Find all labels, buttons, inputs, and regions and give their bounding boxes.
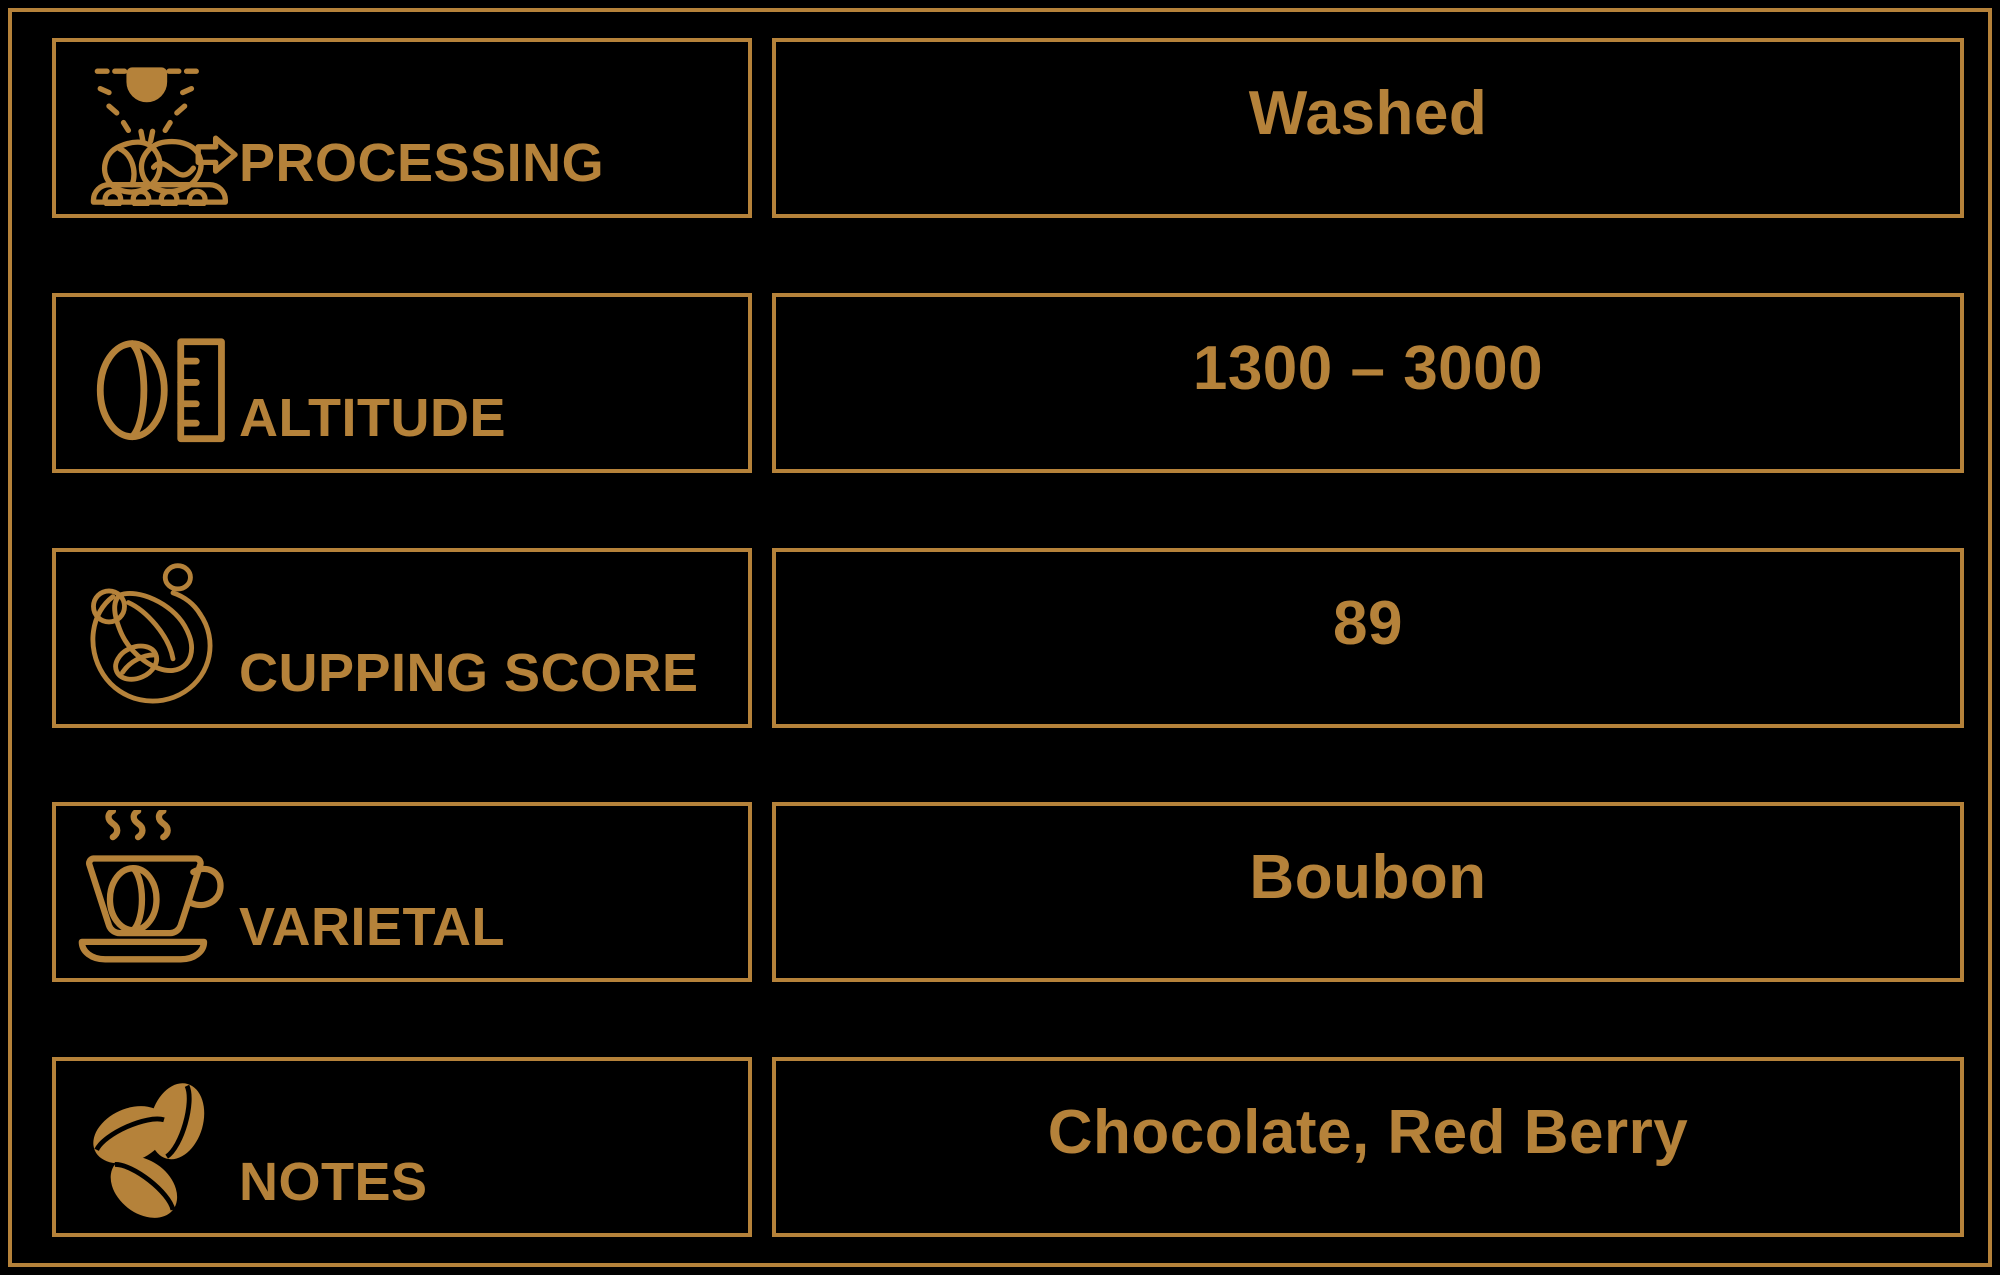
spec-value-varietal: Boubon — [1249, 843, 1487, 913]
spec-value-cupping-score: 89 — [1333, 588, 1403, 658]
three-coffee-beans-icon — [74, 1065, 239, 1225]
spec-label-processing: PROCESSING — [239, 133, 605, 193]
spec-label-notes: NOTES — [239, 1152, 428, 1212]
bean-ruler-icon — [74, 301, 239, 461]
spec-value-notes: Chocolate, Red Berry — [1047, 1098, 1689, 1167]
sun-beans-conveyor-icon — [74, 46, 239, 206]
label-cell-varietal: VARIETAL — [52, 802, 752, 983]
label-cell-altitude: ALTITUDE — [52, 292, 752, 473]
spec-label-cupping-score: CUPPING SCORE — [239, 642, 699, 703]
spec-row-varietal: VARIETAL Boubon — [52, 802, 1964, 983]
label-cell-notes: NOTES — [52, 1057, 752, 1237]
value-cell-processing: Washed — [772, 38, 1964, 218]
spec-row-altitude: ALTITUDE 1300 – 3000 — [52, 292, 1964, 473]
coffee-spec-card: PROCESSING Washed ALTITUDE 1300 – 3000 — [8, 8, 1992, 1267]
coffee-splash-beans-icon — [74, 556, 239, 716]
value-cell-altitude: 1300 – 3000 — [772, 292, 1964, 473]
spec-row-processing: PROCESSING Washed — [52, 38, 1964, 218]
spec-value-processing: Washed — [1248, 79, 1488, 148]
spec-value-altitude: 1300 – 3000 — [1192, 333, 1544, 403]
label-cell-cupping-score: CUPPING SCORE — [52, 547, 752, 728]
spec-row-notes: NOTES Chocolate, Red Berry — [52, 1057, 1964, 1237]
spec-label-altitude: ALTITUDE — [239, 387, 506, 448]
value-cell-varietal: Boubon — [772, 802, 1964, 983]
label-cell-processing: PROCESSING — [52, 38, 752, 218]
spec-row-cupping-score: CUPPING SCORE 89 — [52, 547, 1964, 728]
spec-label-varietal: VARIETAL — [239, 897, 505, 958]
coffee-cup-bean-icon — [74, 810, 239, 970]
value-cell-cupping-score: 89 — [772, 547, 1964, 728]
value-cell-notes: Chocolate, Red Berry — [772, 1057, 1964, 1237]
